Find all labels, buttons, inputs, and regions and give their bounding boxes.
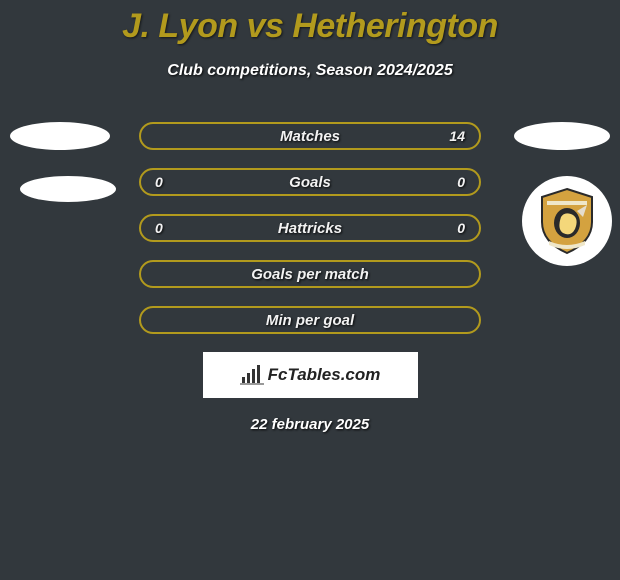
page-title: J. Lyon vs Hetherington: [0, 7, 620, 46]
brand-text: FcTables.com: [268, 365, 381, 385]
stat-label: Min per goal: [141, 312, 479, 329]
footer-date: 22 february 2025: [0, 416, 620, 433]
stat-label: Goals per match: [141, 266, 479, 283]
brand-box: FcTables.com: [203, 352, 418, 398]
stat-row-hattricks: 0 Hattricks 0: [139, 214, 481, 242]
stat-right-value: 0: [457, 174, 465, 190]
page-subtitle: Club competitions, Season 2024/2025: [0, 62, 620, 80]
stat-row-matches: Matches 14: [139, 122, 481, 150]
player-left-avatar-placeholder: [10, 122, 110, 150]
stat-row-goals: 0 Goals 0: [139, 168, 481, 196]
stat-label: Goals: [141, 174, 479, 191]
comparison-card: J. Lyon vs Hetherington Club competition…: [0, 0, 620, 580]
team-left-logo-placeholder: [20, 176, 116, 202]
stat-label: Hattricks: [141, 220, 479, 237]
stat-left-value: 0: [155, 220, 163, 236]
stat-label: Matches: [141, 128, 479, 145]
player-right-avatar-placeholder: [514, 122, 610, 150]
stat-left-value: 0: [155, 174, 163, 190]
shield-icon: [537, 187, 597, 255]
bar-chart-icon: [240, 365, 264, 385]
stat-right-value: 14: [449, 128, 465, 144]
stat-row-goals-per-match: Goals per match: [139, 260, 481, 288]
stat-right-value: 0: [457, 220, 465, 236]
stat-row-min-per-goal: Min per goal: [139, 306, 481, 334]
team-crest-right: [522, 176, 612, 266]
